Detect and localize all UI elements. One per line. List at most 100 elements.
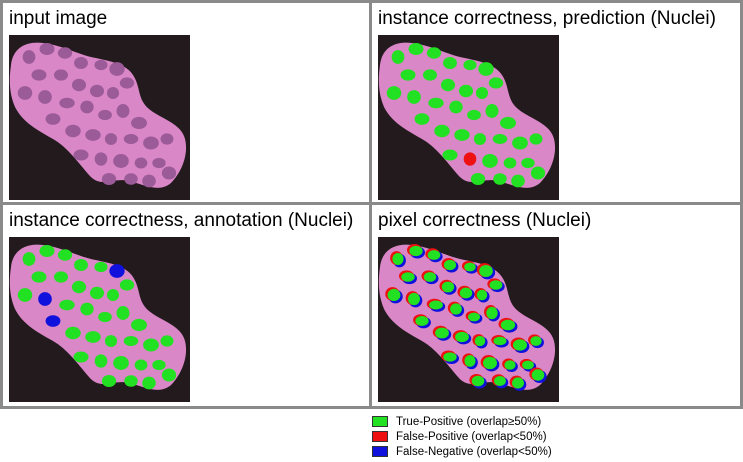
true-positive-nucleus [521, 157, 535, 169]
nucleus [57, 47, 73, 59]
legend-label: False-Positive (overlap<50%) [396, 430, 547, 443]
true-positive-pixels [423, 272, 437, 282]
true-positive-nucleus [31, 271, 47, 283]
blue-swatch-icon [372, 446, 388, 457]
true-positive-nucleus [500, 116, 516, 130]
legend-label: False-Negative (overlap<50%) [396, 445, 552, 458]
panel-title: instance correctness, prediction (Nuclei… [378, 8, 716, 29]
true-positive-nucleus [488, 77, 504, 89]
panel-title: input image [9, 8, 108, 29]
true-positive-nucleus [116, 306, 130, 320]
true-positive-pixels [486, 306, 498, 320]
true-positive-pixels [489, 280, 503, 290]
nucleus [143, 136, 159, 150]
true-positive-nucleus [386, 86, 402, 100]
true-positive-nucleus [113, 356, 129, 370]
true-positive-pixels [459, 287, 473, 299]
nucleus [80, 100, 94, 114]
true-positive-nucleus [475, 86, 489, 100]
true-positive-nucleus [503, 157, 517, 169]
true-positive-pixels [443, 352, 457, 362]
pixel-overlay-image [378, 237, 559, 402]
true-positive-nucleus [478, 62, 494, 76]
legend-item-false-negative: False-Negative (overlap<50%) [372, 444, 552, 459]
true-positive-pixels [441, 281, 455, 293]
true-positive-nucleus [59, 299, 75, 311]
true-positive-nucleus [71, 280, 87, 294]
true-positive-nucleus [407, 90, 421, 104]
true-positive-nucleus [53, 271, 69, 283]
nucleus [65, 124, 81, 138]
true-positive-nucleus [512, 136, 528, 150]
true-positive-pixels [494, 376, 506, 386]
nucleus [53, 69, 69, 81]
legend-item-false-positive: False-Positive (overlap<50%) [372, 429, 552, 444]
true-positive-pixels [530, 336, 542, 346]
true-positive-nucleus [454, 129, 470, 141]
nucleus [94, 152, 108, 166]
panel-title: instance correctness, annotation (Nuclei… [9, 210, 354, 231]
true-positive-nucleus [89, 286, 105, 300]
true-positive-pixels [476, 289, 488, 301]
true-positive-nucleus [443, 57, 457, 69]
true-positive-nucleus [482, 154, 498, 168]
panel-input-image: input image [3, 3, 369, 202]
tissue-region [9, 244, 187, 390]
true-positive-nucleus [65, 326, 81, 340]
nucleus [31, 69, 47, 81]
true-positive-nucleus [391, 50, 405, 64]
nucleus [131, 116, 147, 130]
true-positive-pixels [504, 360, 516, 370]
true-positive-nucleus [473, 133, 487, 145]
nucleus [116, 104, 130, 118]
true-positive-pixels [401, 272, 415, 282]
false-negative-nucleus [45, 315, 61, 327]
nucleus [119, 77, 135, 89]
true-positive-pixels [392, 252, 404, 266]
legend-label: True-Positive (overlap≥50%) [396, 415, 542, 428]
false-negative-nucleus [109, 264, 125, 278]
true-positive-nucleus [428, 97, 444, 109]
nucleus [71, 78, 87, 92]
true-positive-nucleus [530, 166, 546, 180]
true-positive-nucleus [493, 173, 507, 185]
true-positive-nucleus [458, 84, 474, 98]
true-positive-nucleus [119, 279, 135, 291]
true-positive-nucleus [74, 259, 88, 271]
true-positive-nucleus [98, 311, 112, 323]
true-positive-nucleus [106, 288, 120, 302]
green-swatch-icon [372, 416, 388, 427]
tissue-image [9, 35, 190, 200]
true-positive-pixels [474, 335, 486, 347]
true-positive-pixels [429, 300, 443, 310]
nucleus [98, 109, 112, 121]
nucleus [161, 166, 177, 180]
nucleus [109, 62, 125, 76]
true-positive-nucleus [400, 69, 416, 81]
true-positive-nucleus [529, 133, 543, 145]
panel-grid: input image instance correctness, predic… [0, 0, 743, 409]
false-positive-nucleus [463, 152, 477, 166]
panel-pixel-correctness: pixel correctness (Nuclei) [372, 205, 740, 406]
nucleus [106, 86, 120, 100]
true-positive-pixels [415, 316, 429, 326]
nucleus [73, 149, 89, 161]
nucleus [152, 157, 166, 169]
true-positive-pixels [500, 319, 516, 331]
true-positive-pixels [493, 336, 507, 346]
true-positive-nucleus [422, 69, 438, 81]
true-positive-pixels [409, 245, 423, 257]
nucleus [89, 84, 105, 98]
nucleus [142, 174, 156, 188]
nucleus [45, 113, 61, 125]
true-positive-nucleus [17, 288, 33, 302]
nucleus [160, 133, 174, 145]
nucleus [123, 133, 139, 145]
nucleus [17, 86, 33, 100]
true-positive-nucleus [22, 252, 36, 266]
nucleus [22, 50, 36, 64]
nucleus [39, 43, 55, 55]
false-negative-nucleus [38, 292, 52, 306]
nucleus [59, 97, 75, 109]
true-positive-pixels [471, 375, 485, 387]
